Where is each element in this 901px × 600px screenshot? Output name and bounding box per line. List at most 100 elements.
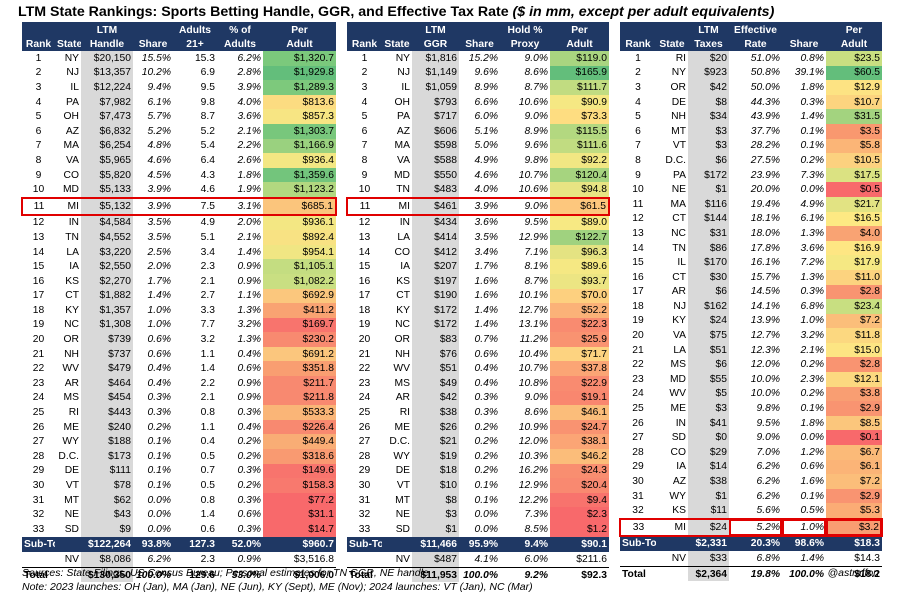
cell-rank: 16 (32, 275, 45, 287)
cell-rank: 9 (361, 169, 368, 181)
cell-taxes: $3 (688, 401, 729, 416)
cell-per-adult: $3.8 (826, 386, 882, 402)
cell-taxes: $24 (688, 518, 729, 537)
cell-adults: 4.3 (200, 169, 215, 181)
cell-per-adult: $7.2 (826, 313, 882, 329)
column-header: Adults (217, 36, 263, 51)
column-header-top: Per (263, 22, 336, 37)
column-header-top: Per (826, 22, 882, 37)
cell-per-adult: $92.3 (550, 566, 609, 583)
cell-state: MI (382, 196, 412, 216)
cell-rank: 7 (635, 140, 641, 152)
cell-rate: 9.8% (756, 403, 780, 415)
cell-ggr: $11,953 (412, 566, 459, 583)
cell-hold-proxy: 10.7% (518, 363, 548, 375)
cell-per-adult: $14.3 (854, 552, 880, 564)
table-row: 15 IL $170 16.1% 7.2% $17.9 (620, 255, 882, 270)
cell-handle: $3,220 (81, 244, 133, 260)
cell-per-adult: $38.1 (550, 434, 609, 450)
cell-rate: 6.2% (756, 461, 780, 473)
cell-hold-proxy: 9.8% (524, 154, 548, 166)
cell-share: 1.3% (800, 271, 824, 283)
cell-share: 3.9% (459, 196, 500, 216)
cell-rank: 19 (632, 315, 644, 327)
cell-state: MS (394, 377, 410, 389)
cell-rank: 31 (32, 494, 45, 506)
column-header-top (133, 22, 173, 37)
cell-rank: 1 (361, 52, 368, 64)
cell-state: WV (393, 363, 410, 375)
cell-taxes: $144 (688, 211, 729, 227)
cell-rank: 10 (358, 184, 371, 196)
table-row: 26 IN $41 9.5% 1.8% $8.5 (620, 415, 882, 431)
cell-state: KS (672, 505, 686, 517)
cell-pct-adults: 0.9% (237, 377, 261, 389)
cell-share: 1.4% (147, 290, 171, 302)
table-row: 29 IA $14 6.2% 0.6% $6.1 (620, 459, 882, 475)
cell-taxes: $29 (688, 445, 729, 460)
cell-taxes: $170 (688, 255, 729, 270)
cell-share: 1.8% (800, 417, 824, 429)
cell-rate: 14.1% (750, 300, 780, 312)
column-header: Proxy (500, 36, 550, 51)
cell-state: PA (66, 96, 79, 108)
cell-state: IA (676, 461, 686, 473)
cell-handle: $4,552 (81, 230, 133, 245)
cell-state: NE (395, 509, 410, 521)
cell-state: NC (395, 319, 410, 331)
cell-taxes: $162 (688, 299, 729, 314)
cell-share: 0.3% (800, 286, 824, 298)
cell-per-adult: $685.1 (263, 196, 337, 216)
cell-taxes: $14 (688, 459, 729, 475)
table-row: 24 MS $454 0.3% 2.1 0.9% $211.8 (22, 390, 336, 406)
cell-rate: 5.2% (729, 518, 782, 537)
cell-per-adult: $1,082.2 (263, 273, 336, 289)
cell-share: 1.0% (782, 518, 826, 537)
table-row: 4 DE $8 44.3% 0.3% $10.7 (620, 94, 882, 110)
cell-rank: 22 (32, 363, 45, 375)
cell-per-adult: $70.0 (550, 288, 609, 304)
column-header-top: LTM (81, 22, 133, 37)
cell-ggr: $483 (412, 182, 459, 198)
cell-pct-adults: 3.1% (217, 196, 263, 216)
cell-handle: $4,584 (81, 214, 133, 231)
cell-per-adult: $533.3 (263, 405, 336, 420)
cell-state (656, 565, 688, 582)
cell-pct-adults: 3.2% (237, 319, 261, 331)
table-row: 12 CT $144 18.1% 6.1% $16.5 (620, 211, 882, 227)
table-row: 3 OR $42 50.0% 1.8% $12.9 (620, 80, 882, 95)
cell-handle: $62 (81, 492, 133, 508)
cell-adults: 2.2 (200, 377, 215, 389)
cell-rank: 27 (32, 436, 45, 448)
cell-state: NJ (673, 300, 686, 312)
cell-handle: $78 (81, 478, 133, 493)
table-row: 17 CT $190 1.6% 10.1% $70.0 (347, 288, 609, 304)
cell-hold-proxy: 9.0% (524, 52, 548, 64)
cell-share: 3.6% (474, 217, 498, 229)
cell-handle: $2,270 (81, 273, 133, 289)
cell-adults: 2.3 (200, 261, 215, 273)
cell-state: LA (397, 231, 410, 243)
cell-per-adult: $12.9 (826, 80, 882, 95)
cell-per-adult: $20.4 (550, 478, 609, 493)
cell-taxes: $6 (688, 153, 729, 168)
cell-per-adult: $1.2 (550, 522, 609, 538)
table-row: 21 LA $51 12.3% 2.1% $15.0 (620, 342, 882, 358)
cell-per-adult: $31.1 (263, 507, 336, 522)
cell-rate: 12.0% (750, 359, 780, 371)
cell-rank: 6 (361, 125, 368, 137)
cell-per-adult: $1,320.7 (263, 51, 336, 66)
cell-share: 1.6% (474, 290, 498, 302)
cell-per-adult: $2.8 (826, 284, 882, 300)
cell-rank: 1 (635, 52, 641, 64)
cell-rate: 18.1% (750, 213, 780, 225)
cell-per-adult: $94.8 (550, 182, 609, 198)
table-row: 27 D.C. $21 0.2% 12.0% $38.1 (347, 434, 609, 450)
table-row: 4 PA $7,982 6.1% 9.8 4.0% $813.6 (22, 94, 336, 110)
cell-state: LA (66, 246, 79, 258)
cell-per-adult: $92.2 (550, 153, 609, 168)
cell-rank: 12 (32, 217, 45, 229)
cell-rank: 15 (632, 257, 644, 269)
cell-state: VA (66, 154, 79, 166)
